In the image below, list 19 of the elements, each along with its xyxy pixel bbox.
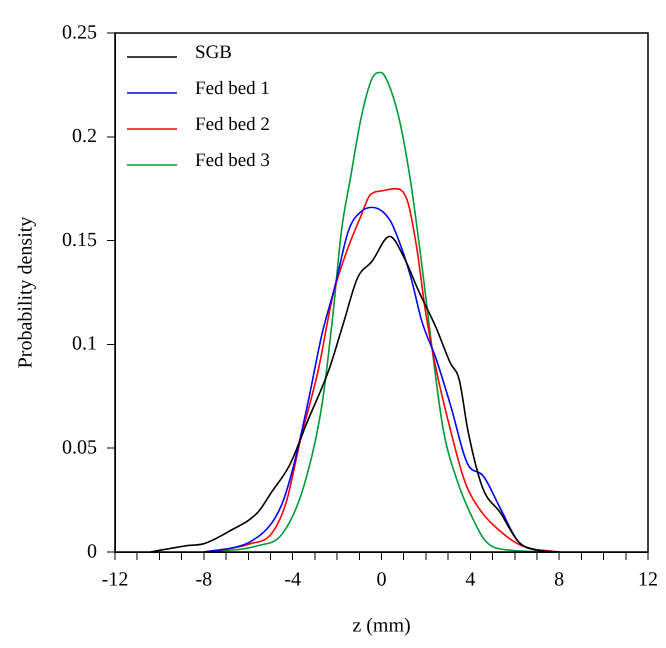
legend-label: SGB: [195, 42, 232, 63]
y-tick-label: 0: [87, 540, 97, 562]
x-tick-label: 4: [465, 568, 476, 590]
legend-label: Fed bed 3: [195, 150, 270, 171]
x-tick-label: 0: [376, 568, 386, 590]
x-tick-label: 12: [638, 568, 658, 590]
legend-label: Fed bed 1: [195, 78, 270, 99]
y-tick-label: 0.05: [62, 436, 97, 458]
x-tick-label: 8: [554, 568, 564, 590]
x-axis-title: z (mm): [352, 614, 411, 636]
x-tick-label: -8: [195, 568, 212, 590]
legend-label: Fed bed 2: [195, 114, 270, 135]
y-tick-label: 0.15: [62, 228, 97, 251]
y-tick-label: 0.25: [62, 21, 97, 44]
y-tick-label: 0.1: [72, 332, 97, 355]
y-axis-title: Probability density: [14, 216, 36, 368]
y-tick-label: 0.2: [72, 125, 97, 148]
x-tick-label: -12: [102, 568, 128, 590]
x-tick-label: -4: [284, 568, 302, 590]
